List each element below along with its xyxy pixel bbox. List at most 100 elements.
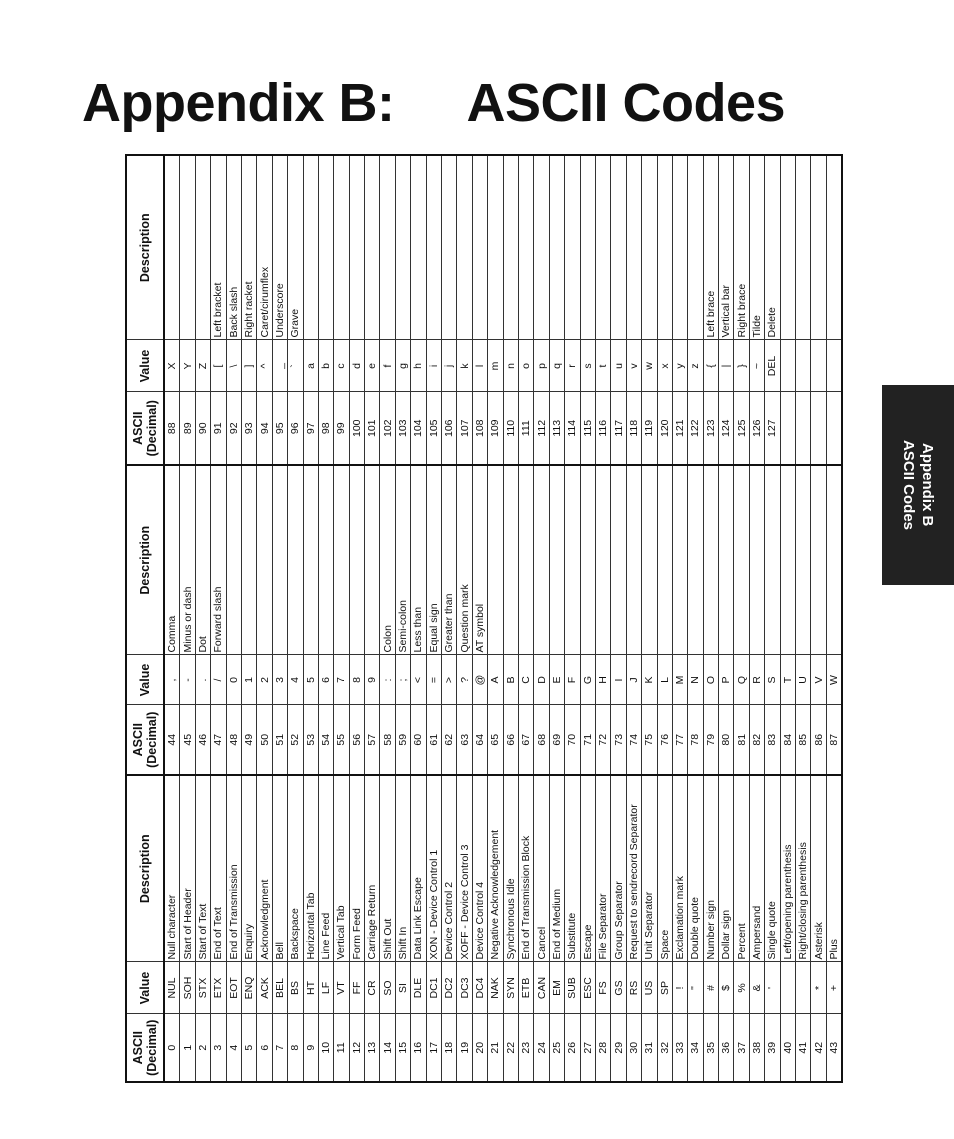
column-header: Description — [126, 775, 164, 962]
value-cell: _ — [272, 340, 288, 392]
value-cell: VT — [333, 962, 350, 1014]
decimal-cell: 35 — [703, 1014, 719, 1082]
decimal-cell: 84 — [780, 705, 796, 775]
value-cell: I — [610, 655, 627, 705]
value-cell: EM — [549, 962, 565, 1014]
value-cell: ! — [672, 962, 688, 1014]
decimal-cell: 23 — [518, 1014, 534, 1082]
decimal-cell: 78 — [687, 705, 704, 775]
description-cell — [810, 155, 827, 340]
value-cell: O — [703, 655, 719, 705]
description-cell: Device Control 4 — [472, 775, 488, 962]
description-cell — [672, 465, 688, 655]
decimal-cell: 46 — [195, 705, 211, 775]
value-cell: G — [580, 655, 596, 705]
value-cell: BS — [287, 962, 304, 1014]
description-cell: Dot — [195, 465, 211, 655]
description-cell: Comma — [164, 465, 180, 655]
value-cell: h — [410, 340, 427, 392]
description-cell — [610, 465, 627, 655]
decimal-cell: 92 — [226, 392, 242, 465]
decimal-cell: 59 — [395, 705, 411, 775]
description-cell — [549, 155, 565, 340]
description-cell: Enquiry — [241, 775, 257, 962]
value-cell — [795, 962, 811, 1014]
value-cell: LF — [318, 962, 334, 1014]
value-cell: GS — [610, 962, 627, 1014]
decimal-cell: 93 — [241, 392, 257, 465]
decimal-cell: 117 — [610, 392, 627, 465]
value-cell: j — [441, 340, 457, 392]
description-cell — [426, 155, 442, 340]
description-cell: Double quote — [687, 775, 704, 962]
value-cell: i — [426, 340, 442, 392]
description-cell: End of Medium — [549, 775, 565, 962]
value-cell — [795, 340, 811, 392]
value-cell: k — [456, 340, 473, 392]
value-cell: F — [564, 655, 581, 705]
decimal-cell: 81 — [733, 705, 750, 775]
description-cell — [256, 465, 273, 655]
value-cell: " — [687, 962, 704, 1014]
description-cell: Colon — [379, 465, 396, 655]
decimal-cell: 55 — [333, 705, 350, 775]
description-cell: Synchronous Idle — [503, 775, 519, 962]
description-cell — [349, 465, 365, 655]
decimal-cell: 21 — [487, 1014, 504, 1082]
table-row: 25 EM End of Medium 69 E 113 q — [549, 155, 565, 1082]
description-cell: Substitute — [564, 775, 581, 962]
decimal-cell: 45 — [179, 705, 196, 775]
value-cell: M — [672, 655, 688, 705]
decimal-cell: 0 — [164, 1014, 180, 1082]
value-cell: BEL — [272, 962, 288, 1014]
decimal-cell: 111 — [518, 392, 534, 465]
decimal-cell: 44 — [164, 705, 180, 775]
description-cell — [456, 155, 473, 340]
decimal-cell: 18 — [441, 1014, 457, 1082]
table-row: 40 Left/opening parenthesis 84 T — [780, 155, 796, 1082]
value-cell: o — [518, 340, 534, 392]
value-cell: U — [795, 655, 811, 705]
value-cell: 9 — [364, 655, 380, 705]
table-row: 1 SOH Start of Header 45- Minus or dash 89 Y — [179, 155, 196, 1082]
table-row: 22 SYN Synchronous Idle 66 B 110 n — [503, 155, 519, 1082]
column-header: ASCII (Decimal) — [126, 705, 164, 775]
decimal-cell: 104 — [410, 392, 427, 465]
decimal-cell: 122 — [687, 392, 704, 465]
value-cell: ] — [241, 340, 257, 392]
value-cell: D — [533, 655, 550, 705]
table-row: 7 BEL Bell 51 3 95 _ Underscore — [272, 155, 288, 1082]
page-title: Appendix B: ASCII Codes — [82, 72, 786, 134]
decimal-cell: 97 — [303, 392, 319, 465]
table-row: 33! Exclamation mark 77 M 121 y — [672, 155, 688, 1082]
column-header: Value — [126, 340, 164, 392]
table-row: 0 NUL Null character 44, Comma 88 X — [164, 155, 180, 1082]
decimal-cell: 85 — [795, 705, 811, 775]
decimal-cell: 127 — [764, 392, 781, 465]
description-cell — [595, 465, 611, 655]
decimal-cell: 113 — [549, 392, 565, 465]
decimal-cell: 64 — [472, 705, 488, 775]
table-body: 0 NUL Null character 44, Comma 88 X 1 SOH Start o… — [164, 155, 843, 1082]
title-label: Appendix B: — [82, 73, 395, 133]
value-cell: DC4 — [472, 962, 488, 1014]
tab-line: ASCII Codes — [900, 439, 917, 530]
value-cell: & — [749, 962, 765, 1014]
table-row: 38 & Ampersand 82 R 126 ~ Tilde — [749, 155, 765, 1082]
decimal-cell: 48 — [226, 705, 242, 775]
decimal-cell: 67 — [518, 705, 534, 775]
description-cell: Dollar sign — [718, 775, 734, 962]
description-cell: Shift Out — [379, 775, 396, 962]
decimal-cell: 66 — [503, 705, 519, 775]
description-cell — [672, 155, 688, 340]
value-cell: Y — [179, 340, 196, 392]
table-row: 20 DC4 Device Control 4 64 @ AT symbol 108 l — [472, 155, 488, 1082]
decimal-cell: 28 — [595, 1014, 611, 1082]
value-cell: N — [687, 655, 704, 705]
decimal-cell: 29 — [610, 1014, 627, 1082]
decimal-cell: 47 — [210, 705, 227, 775]
decimal-cell: 125 — [733, 392, 750, 465]
decimal-cell: 89 — [179, 392, 196, 465]
value-cell: - — [179, 655, 196, 705]
description-cell — [780, 155, 796, 340]
